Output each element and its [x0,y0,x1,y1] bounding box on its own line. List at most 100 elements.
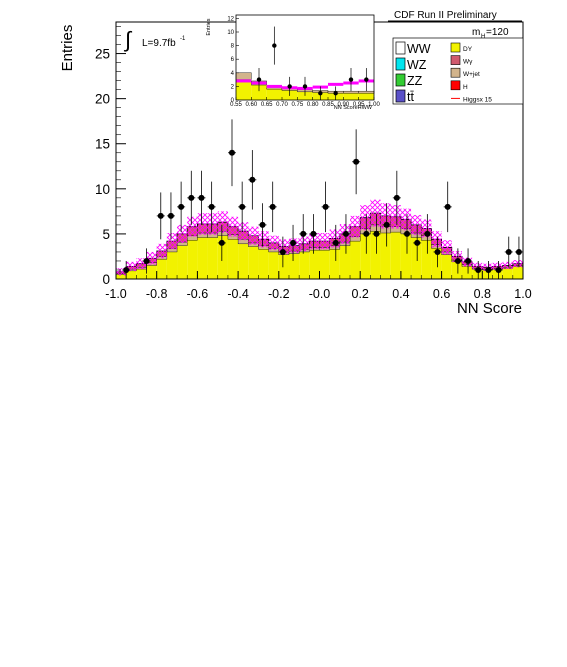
legend-swatch-2 [395,73,406,87]
data-point-31 [454,257,461,264]
main-plot-area: -1.0 -0.8 -0.6 -0.4 -0.2 -0.0 0.2 0.4 0.6 0.8 1.0 … [95,21,532,301]
inset-frame [235,14,375,101]
uncertainty-band-bin-6 [177,224,188,243]
inset-x-axis: 0.55 0.60 0.65 0.70 0.75 0.80 0.85 0.90 0.95 1.00 [230,97,380,108]
data-point-36 [505,248,512,255]
uncertainty-band-bin-20 [319,233,330,250]
bar-dy-4 [156,259,167,279]
data-point-32 [465,257,472,264]
legend-box-1 [450,55,461,65]
legend-right-column: DY Wγ W+jet H Higgsx 15 [450,42,492,103]
bar-dy-39 [512,266,523,279]
bar-dy-8 [197,237,208,279]
data-point-5 [188,194,195,201]
data-point-20 [342,230,349,237]
uncertainty-band-bin-21 [329,229,340,248]
data-point-14 [279,248,286,255]
uncertainty-band-bin-33 [451,251,462,262]
uncertainty-band-bin-4 [156,243,167,259]
mass-label: m [472,27,480,38]
inset-bar-other-8 [358,90,375,94]
data-point-29 [434,248,441,255]
x-tick-label: -1.0 [105,287,127,301]
inset-x-tick-label: 0.70 [276,102,288,108]
y-axis: 0 5 10 15 20 25 [95,26,126,287]
data-point-6 [198,194,205,201]
data-point-21 [353,158,360,165]
data-point-0 [123,266,130,273]
uncertainty-band-bin-2 [136,258,147,270]
bar-dy-12 [238,243,249,279]
mass-value: =120 [486,27,509,38]
bar-dy-5 [166,251,178,279]
uncertainty-band-bin-5 [166,233,178,250]
bar-dy-38 [502,268,513,279]
bar-dy-33 [451,261,462,279]
uncertainty-band-bin-25 [370,199,381,227]
data-point-27 [414,239,421,246]
data-point-15 [290,239,297,246]
integral-symbol: ∫ [123,27,133,52]
data-point-3 [167,212,174,219]
inset-signal-6 [328,82,344,86]
inset-x-tick-label: 0.95 [353,102,365,108]
bar-dy-28 [400,233,412,279]
y-tick-label: 15 [95,137,110,152]
inset-y-tick-label: 4 [231,71,235,77]
inset-bar-dy-2 [266,89,282,100]
inset-y-axis: 0 2 4 6 8 10 12 [227,16,239,104]
y-tick-label: 10 [95,182,110,197]
inset-data-point-5 [333,91,338,96]
data-point-16 [300,230,307,237]
bar-dy-20 [319,250,330,279]
bar-dy-31 [431,248,442,279]
data-point-12 [259,221,266,228]
legend-left-column: WW WZ ZZ tt̄ [395,41,431,104]
data-point-9 [228,149,235,156]
uncertainty-band-bin-27 [390,205,401,229]
legend-box-3 [450,80,461,91]
legend: WW WZ ZZ tt̄ DY Wγ W+jet H Higgsx 15 [392,37,524,105]
data-point-30 [444,203,451,210]
legend-box-2 [450,67,461,78]
x-axis: -1.0 -0.8 -0.6 -0.4 -0.2 -0.0 0.2 0.4 0.6 0.8 1.0 [105,271,532,301]
bar-dy-6 [177,245,188,279]
inset-signal-0 [236,79,252,83]
inset-x-tick-label: 0.60 [245,102,257,108]
legend-label-3: tt̄ [407,90,414,104]
inset-bar-dy-8 [358,93,374,100]
uncertainty-band-bin-24 [360,205,371,231]
uncertainty-band-bin-16 [278,239,289,254]
bar-dy-36 [482,269,493,279]
inset-plot: 0.55 0.60 0.65 0.70 0.75 0.80 0.85 0.90 0.95 1.00… [206,14,380,111]
legend-label-2: ZZ [407,74,423,88]
bar-dy-32 [441,254,452,279]
uncertainty-band-bin-11 [227,216,239,237]
bar-dy-37 [492,269,503,279]
legend-label-right-3: H [463,84,468,91]
inset-y-tick-label: 12 [227,16,234,22]
bar-dy-13 [248,246,259,279]
y-tick-label: 20 [95,92,110,107]
data-point-2 [157,212,164,219]
bar-dy-2 [136,269,147,279]
bar-dy-18 [299,251,310,279]
x-tick-label: 0.2 [352,287,369,301]
uncertainty-band-bin-15 [268,235,279,251]
bar-dy-10 [217,235,228,279]
y-axis-label: Entries [59,25,76,72]
x-tick-label: 0.8 [474,287,491,301]
mass-subscript: H [481,34,485,40]
uncertainty-band-bin-19 [309,233,320,250]
uncertainty-band-bin-13 [248,226,259,245]
x-axis-label: NN Score [457,300,522,317]
bar-dy-15 [268,251,279,279]
data-point-33 [475,266,482,273]
inset-data-point-4 [318,91,323,96]
legend-label-right-0: DY [463,46,473,53]
uncertainty-band-bin-28 [400,208,412,231]
bar-dy-23 [350,241,361,279]
inset-bar-dy-1 [251,85,267,100]
inset-x-tick-label: 0.75 [291,102,303,108]
data-point-28 [424,230,431,237]
